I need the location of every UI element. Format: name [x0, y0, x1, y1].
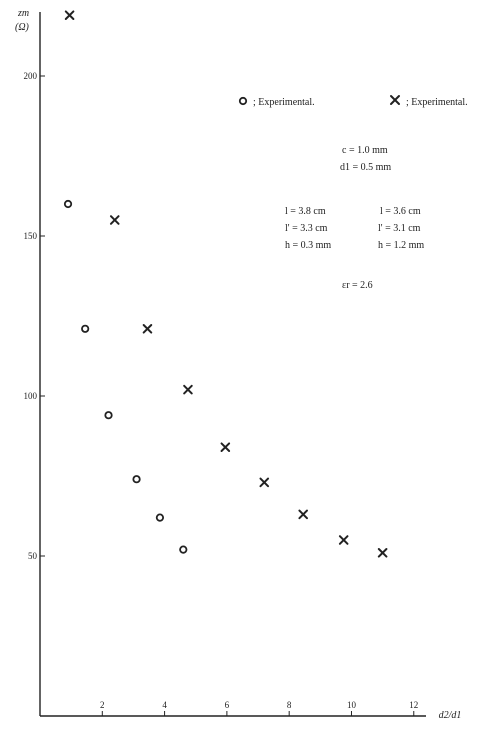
param-cross-h: h = 1.2 mm	[378, 240, 424, 251]
legend-circle-marker	[238, 96, 248, 106]
data-point-circle	[155, 513, 165, 522]
data-points	[63, 10, 388, 558]
data-point-cross	[109, 215, 120, 225]
data-point-cross	[64, 10, 75, 20]
param-c: c = 1.0 mm	[342, 145, 388, 156]
ticks: 2 4 6 8 10 12 50 100 150 200	[24, 71, 418, 716]
data-point-cross	[259, 477, 270, 488]
axes	[39, 12, 426, 717]
param-circle-h: h = 0.3 mm	[285, 240, 331, 251]
data-point-circle	[104, 411, 113, 420]
data-point-cross	[220, 442, 231, 452]
x-tick-label: 8	[287, 700, 292, 710]
data-point-circle	[81, 324, 90, 333]
legend: ; Experimental. ; Experimental.	[238, 95, 468, 108]
y-tick-label: 200	[24, 71, 38, 81]
y-tick-label: 150	[24, 231, 38, 241]
x-tick-label: 6	[225, 700, 230, 710]
parameter-annotations: c = 1.0 mm d1 = 0.5 mm l = 3.8 cm l' = 3…	[285, 145, 424, 291]
y-axis-title: zm	[17, 8, 29, 19]
data-point-cross	[338, 535, 349, 545]
legend-label-cross: ; Experimental.	[406, 97, 468, 108]
legend-label-circle: ; Experimental.	[253, 97, 315, 108]
param-cross-l: l = 3.6 cm	[380, 206, 421, 217]
x-axis-title: d2/d1	[439, 710, 462, 721]
param-epsilon: εr = 2.6	[342, 280, 373, 291]
param-d1: d1 = 0.5 mm	[340, 162, 391, 173]
y-axis-unit: (Ω)	[15, 22, 30, 33]
data-point-circle	[132, 475, 141, 484]
param-cross-lprime: l' = 3.1 cm	[378, 223, 421, 234]
data-point-cross	[377, 548, 388, 558]
y-tick-label: 50	[28, 551, 38, 561]
param-circle-lprime: l' = 3.3 cm	[285, 223, 328, 234]
y-tick-label: 100	[24, 391, 38, 401]
data-point-cross	[183, 384, 193, 395]
data-point-circle	[63, 199, 73, 209]
data-point-cross	[142, 324, 153, 334]
x-tick-label: 4	[162, 700, 167, 710]
x-tick-label: 12	[409, 700, 418, 710]
legend-item-cross: ; Experimental.	[390, 95, 468, 108]
data-point-circle	[179, 545, 188, 554]
legend-cross-marker	[390, 95, 400, 105]
x-tick-label: 2	[100, 700, 105, 710]
param-circle-l: l = 3.8 cm	[285, 206, 326, 217]
legend-item-circle: ; Experimental.	[238, 96, 315, 108]
data-point-cross	[298, 509, 308, 520]
x-tick-label: 10	[347, 700, 357, 710]
